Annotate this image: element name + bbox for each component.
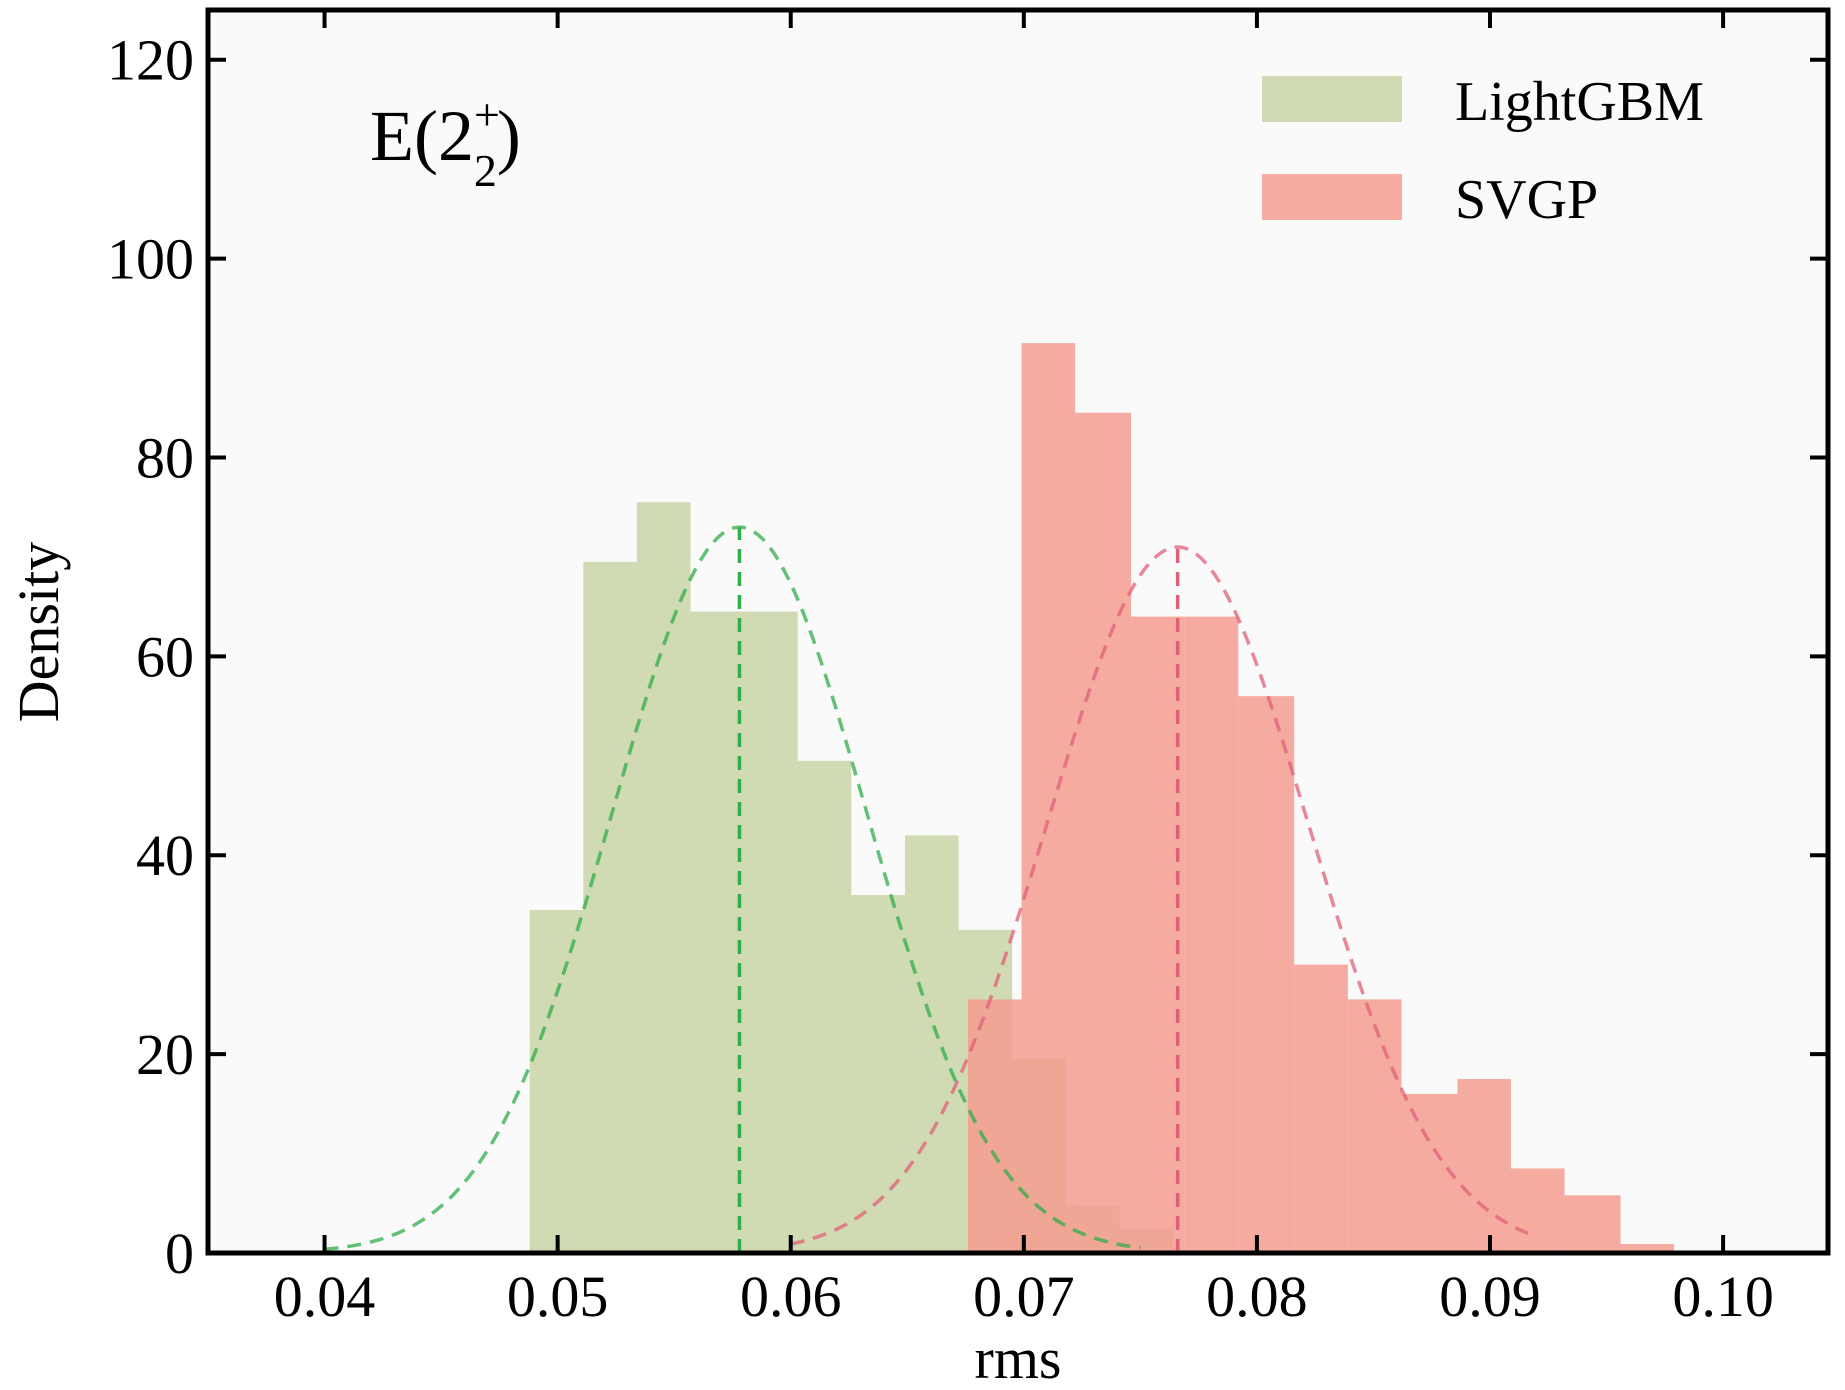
bar-svgp-4 bbox=[1184, 616, 1239, 1253]
fit-curve-lightgbm bbox=[324, 525, 1141, 1252]
bar-svgp-1 bbox=[1021, 343, 1076, 1253]
bar-lightgbm-3 bbox=[690, 611, 745, 1253]
bar-lightgbm-5 bbox=[797, 760, 852, 1253]
x-tick-label: 0.05 bbox=[507, 1264, 609, 1329]
annotation-main: E(2 bbox=[370, 96, 474, 176]
y-tick-label: 20 bbox=[136, 1022, 194, 1087]
y-tick-label: 40 bbox=[136, 823, 194, 888]
bar-lightgbm-6 bbox=[851, 895, 905, 1253]
x-axis-label: rms bbox=[975, 1326, 1062, 1390]
bar-lightgbm-2 bbox=[636, 502, 691, 1253]
bar-svgp-8 bbox=[1401, 1093, 1458, 1253]
legend-label-svgp: SVGP bbox=[1455, 169, 1598, 231]
y-axis-label: Density bbox=[6, 542, 71, 722]
bar-svgp-10 bbox=[1510, 1168, 1565, 1253]
axis-ticks: 0.04 0.05 0.06 0.07 0.08 0.09 0.10 0 20 40 60 80 100… bbox=[107, 10, 1828, 1329]
bar-svgp-0 bbox=[967, 999, 1022, 1253]
annotation-sub: 2 bbox=[474, 145, 497, 196]
legend-label-lightgbm: LightGBM bbox=[1455, 71, 1704, 133]
bar-svgp-11 bbox=[1564, 1195, 1621, 1253]
bar-svgp-5 bbox=[1238, 696, 1295, 1253]
y-tick-label: 100 bbox=[107, 227, 194, 292]
fit-curve-svgp bbox=[790, 545, 1538, 1246]
y-tick-label: 80 bbox=[136, 425, 194, 490]
legend-swatch-svgp bbox=[1262, 174, 1402, 220]
annotation-sup: + bbox=[474, 89, 500, 140]
x-tick-label: 0.08 bbox=[1206, 1264, 1308, 1329]
annotation-close: ) bbox=[497, 96, 521, 176]
x-tick-label: 0.10 bbox=[1672, 1264, 1774, 1329]
legend-swatch-lightgbm bbox=[1262, 76, 1402, 122]
y-tick-label: 0 bbox=[165, 1221, 194, 1286]
bar-lightgbm-0 bbox=[529, 909, 584, 1253]
bar-svgp-9 bbox=[1457, 1078, 1511, 1253]
bar-svgp-12 bbox=[1620, 1244, 1675, 1253]
legend: LightGBM SVGP bbox=[1262, 71, 1704, 231]
histogram-bars bbox=[529, 343, 1675, 1253]
x-tick-label: 0.07 bbox=[973, 1264, 1075, 1329]
y-tick-label: 60 bbox=[136, 624, 194, 689]
bar-svgp-3 bbox=[1131, 616, 1185, 1253]
plot-frame bbox=[205, 7, 1831, 1256]
bar-lightgbm-7 bbox=[904, 835, 959, 1253]
bar-lightgbm-4 bbox=[744, 611, 798, 1253]
x-tick-label: 0.06 bbox=[740, 1264, 842, 1329]
bar-lightgbm-1 bbox=[583, 561, 637, 1253]
fit-curves bbox=[324, 525, 1538, 1253]
x-tick-label: 0.04 bbox=[274, 1264, 376, 1329]
x-tick-label: 0.09 bbox=[1439, 1264, 1541, 1329]
bar-svgp-7 bbox=[1347, 999, 1402, 1253]
panel-annotation: E(2+ 2) bbox=[370, 89, 521, 196]
bar-svgp-6 bbox=[1294, 964, 1348, 1253]
bar-svgp-2 bbox=[1075, 412, 1132, 1253]
y-tick-label: 120 bbox=[107, 28, 194, 93]
